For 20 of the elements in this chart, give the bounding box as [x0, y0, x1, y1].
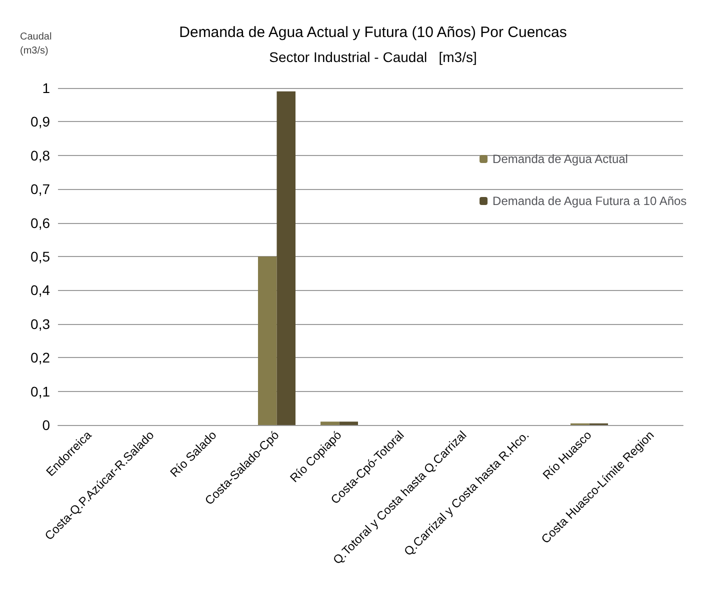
legend-label: Demanda de Agua Futura a 10 Años	[492, 194, 687, 208]
chart-subtitle: Sector Industrial - Caudal [m3/s]	[269, 49, 477, 65]
bar	[258, 256, 277, 425]
bar	[276, 91, 296, 425]
bar	[320, 422, 340, 425]
chart-title: Demanda de Agua Actual y Futura (10 Años) Por Cuencas	[179, 24, 567, 41]
y-tick-label: 0,1	[30, 383, 50, 400]
y-tick-label: 0,5	[30, 248, 50, 264]
y-tick-label: 1	[42, 80, 50, 96]
y-tick-label: 0,2	[30, 350, 50, 366]
y-tick-label: 0,3	[30, 316, 50, 332]
y-tick-label: 0,8	[30, 147, 50, 164]
legend-label: Demanda de Agua Actual	[492, 152, 628, 166]
y-tick-label: 0,9	[30, 114, 50, 130]
bar	[339, 422, 358, 425]
y-axis-title: Caudal (m3/s)	[20, 32, 52, 56]
y-tick-label: 0	[42, 417, 50, 433]
y-tick-label: 0,6	[30, 214, 50, 231]
y-tick-label: 0,4	[30, 282, 50, 298]
y-tick-label: 0,7	[30, 181, 50, 198]
